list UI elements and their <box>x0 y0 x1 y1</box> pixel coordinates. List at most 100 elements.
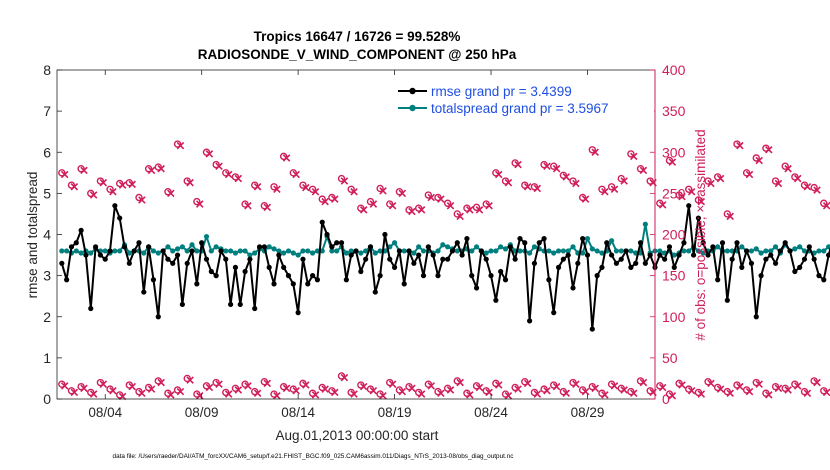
y-right-tick-label: 0 <box>662 391 670 407</box>
legend-rmse-label: rmse grand pr = 3.4399 <box>431 84 572 99</box>
totalspread-point <box>179 244 185 250</box>
rmse-point <box>546 277 552 283</box>
rmse-point <box>329 244 335 250</box>
obs-possible-marker <box>144 383 153 392</box>
legend-box <box>392 79 654 119</box>
obs-possible-marker <box>395 386 404 394</box>
obs-assimilated-marker <box>687 187 696 196</box>
totalspread-point <box>203 233 210 240</box>
obs-assimilated-marker <box>765 391 773 399</box>
y-right-tick-label: 100 <box>662 309 686 325</box>
obs-assimilated-marker <box>89 191 98 199</box>
y-right-tick-label: 250 <box>662 185 686 201</box>
obs-possible-marker <box>58 380 66 388</box>
obs-assimilated-marker <box>205 150 214 158</box>
rmse-point <box>382 231 388 238</box>
obs-assimilated-marker <box>321 197 329 206</box>
obs-possible-marker <box>540 160 548 169</box>
totalspread-point <box>189 242 195 248</box>
rmse-point <box>411 260 417 266</box>
obs-possible-marker <box>578 193 587 202</box>
obs-assimilated-marker <box>755 380 763 388</box>
y-left-tick-label: 1 <box>43 350 51 366</box>
obs-assimilated-marker <box>80 384 88 393</box>
totalspread-point <box>309 250 316 256</box>
totalspread-point <box>170 248 176 254</box>
rmse-point <box>449 248 456 254</box>
totalspread-point <box>305 248 311 254</box>
rmse-point <box>700 240 706 246</box>
obs-possible-marker <box>569 378 577 387</box>
obs-possible-marker <box>183 374 191 383</box>
obs-possible-marker <box>443 384 452 393</box>
obs-possible-marker <box>627 150 635 158</box>
x-tick-label: 08/29 <box>571 405 605 420</box>
rmse-point <box>102 256 108 262</box>
obs-assimilated-marker <box>437 389 445 398</box>
totalspread-point <box>454 248 460 254</box>
totalspread-point <box>290 250 296 256</box>
obs-assimilated-marker <box>726 212 734 221</box>
obs-possible-marker <box>598 389 606 397</box>
totalspread-point <box>493 248 499 254</box>
obs-possible-marker <box>347 185 355 193</box>
obs-possible-marker <box>270 390 278 398</box>
obs-assimilated-marker <box>282 154 291 162</box>
obs-assimilated-marker <box>234 174 243 183</box>
rmse-point <box>565 252 571 258</box>
totalspread-point <box>753 246 759 252</box>
rmse-point <box>334 240 340 246</box>
obs-possible-marker <box>202 148 211 156</box>
obs-assimilated-marker <box>331 388 339 397</box>
totalspread-point <box>531 244 538 250</box>
obs-assimilated-marker <box>822 201 830 210</box>
totalspread-point <box>758 250 764 256</box>
rmse-point <box>131 248 137 254</box>
obs-possible-marker <box>125 178 134 187</box>
obs-assimilated-marker <box>128 180 136 189</box>
obs-count-markers <box>58 140 830 401</box>
obs-possible-marker <box>762 389 770 397</box>
rmse-point <box>787 248 793 254</box>
obs-assimilated-marker <box>813 186 821 194</box>
totalspread-point <box>271 246 277 252</box>
obs-possible-marker <box>569 177 577 185</box>
rmse-point <box>266 264 272 270</box>
rmse-point <box>575 260 581 266</box>
obs-possible-marker <box>77 382 85 391</box>
rmse-point <box>232 264 239 270</box>
rmse-point <box>261 244 267 250</box>
obs-possible-marker <box>482 387 490 395</box>
obs-assimilated-marker <box>157 164 165 173</box>
obs-possible-marker <box>308 389 317 397</box>
obs-assimilated-marker <box>408 207 416 216</box>
obs-possible-marker <box>501 177 510 185</box>
totalspread-point <box>78 250 84 256</box>
totalspread-point <box>348 248 354 254</box>
obs-assimilated-marker <box>369 387 378 395</box>
rmse-point <box>666 244 673 250</box>
rmse-point <box>295 310 301 316</box>
obs-possible-marker <box>144 164 153 173</box>
obs-possible-marker <box>318 383 326 392</box>
obs-assimilated-marker <box>311 187 320 196</box>
obs-assimilated-marker <box>716 174 725 183</box>
rmse-point <box>729 256 735 262</box>
rmse-point <box>83 252 89 258</box>
totalspread-point <box>59 248 65 254</box>
totalspread-point <box>237 248 243 254</box>
obs-assimilated-marker <box>514 160 522 169</box>
rmse-point <box>343 277 349 283</box>
obs-assimilated-marker <box>224 390 233 398</box>
rmse-point <box>213 273 219 279</box>
obs-possible-marker <box>530 388 539 397</box>
plot-background <box>57 70 655 399</box>
obs-possible-marker <box>241 380 249 388</box>
obs-possible-marker <box>357 204 365 212</box>
totalspread-point <box>411 250 417 256</box>
obs-possible-marker <box>694 196 703 204</box>
obs-possible-marker <box>781 162 789 170</box>
obs-assimilated-marker <box>302 381 310 389</box>
legend-rmse-marker <box>409 87 416 95</box>
totalspread-point <box>763 248 769 254</box>
